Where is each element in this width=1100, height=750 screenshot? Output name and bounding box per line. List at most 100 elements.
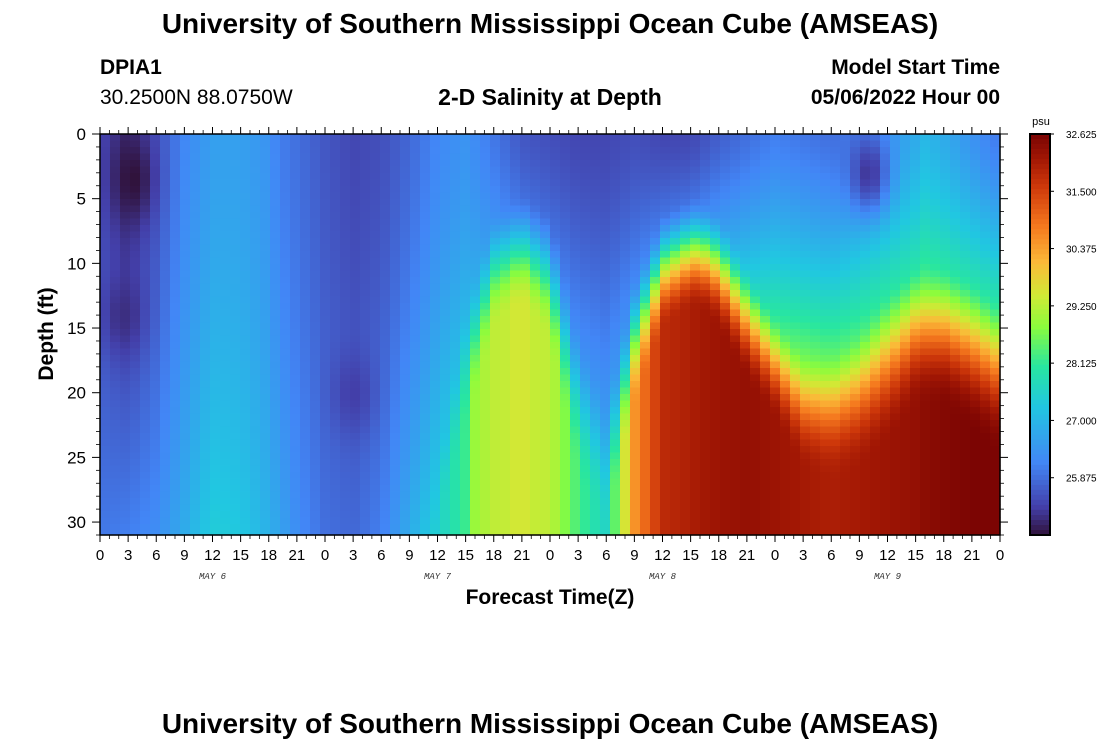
- heatmap-cell: [520, 524, 531, 532]
- heatmap-cell: [800, 316, 811, 324]
- heatmap-cell: [700, 290, 711, 298]
- heatmap-cell: [480, 134, 491, 142]
- heatmap-cell: [430, 472, 441, 480]
- heatmap-cell: [370, 465, 381, 473]
- heatmap-cell: [750, 186, 761, 194]
- heatmap-cell: [610, 355, 621, 363]
- heatmap-cell: [760, 186, 771, 194]
- heatmap-cell: [160, 238, 171, 246]
- heatmap-cell: [560, 530, 571, 536]
- heatmap-cell: [650, 296, 661, 304]
- heatmap-cell: [790, 498, 801, 506]
- heatmap-cell: [310, 225, 321, 233]
- heatmap-cell: [470, 257, 481, 265]
- heatmap-cell: [470, 277, 481, 285]
- heatmap-cell: [710, 231, 721, 239]
- heatmap-cell: [250, 218, 261, 226]
- heatmap-cell: [690, 439, 701, 447]
- heatmap-cell: [700, 277, 711, 285]
- heatmap-cell: [150, 374, 161, 382]
- heatmap-cell: [280, 368, 291, 376]
- heatmap-cell: [290, 387, 301, 395]
- heatmap-cell: [310, 465, 321, 473]
- heatmap-cell: [260, 426, 271, 434]
- heatmap-cell: [220, 251, 231, 259]
- heatmap-cell: [510, 316, 521, 324]
- heatmap-cell: [200, 342, 211, 350]
- heatmap-cell: [130, 342, 141, 350]
- heatmap-cell: [220, 147, 231, 155]
- heatmap-cell: [360, 153, 371, 161]
- heatmap-cell: [250, 322, 261, 330]
- heatmap-cell: [510, 348, 521, 356]
- heatmap-cell: [570, 283, 581, 291]
- heatmap-cell: [770, 491, 781, 499]
- heatmap-cell: [670, 400, 681, 408]
- heatmap-cell: [160, 329, 171, 337]
- heatmap-cell: [150, 238, 161, 246]
- heatmap-cell: [320, 179, 331, 187]
- heatmap-cell: [840, 524, 851, 532]
- heatmap-cell: [710, 160, 721, 168]
- heatmap-cell: [440, 446, 451, 454]
- heatmap-cell: [370, 498, 381, 506]
- heatmap-cell: [760, 498, 771, 506]
- heatmap-cell: [840, 238, 851, 246]
- heatmap-cell: [880, 426, 891, 434]
- heatmap-cell: [280, 420, 291, 428]
- heatmap-cell: [110, 322, 121, 330]
- heatmap-cell: [570, 374, 581, 382]
- heatmap-cell: [300, 368, 311, 376]
- heatmap-cell: [360, 251, 371, 259]
- heatmap-cell: [530, 459, 541, 467]
- heatmap-cell: [880, 244, 891, 252]
- heatmap-cell: [480, 439, 491, 447]
- heatmap-cell: [540, 491, 551, 499]
- heatmap-cell: [270, 290, 281, 298]
- heatmap-cell: [530, 309, 541, 317]
- heatmap-cell: [160, 199, 171, 207]
- heatmap-cell: [170, 446, 181, 454]
- heatmap-cell: [650, 504, 661, 512]
- heatmap-cell: [610, 524, 621, 532]
- heatmap-cell: [780, 342, 791, 350]
- heatmap-cell: [530, 452, 541, 460]
- heatmap-cell: [360, 225, 371, 233]
- heatmap-cell: [330, 322, 341, 330]
- heatmap-cell: [770, 465, 781, 473]
- heatmap-cell: [200, 277, 211, 285]
- heatmap-cell: [610, 381, 621, 389]
- heatmap-cell: [160, 134, 171, 142]
- heatmap-cell: [850, 218, 861, 226]
- heatmap-cell: [390, 478, 401, 486]
- heatmap-cell: [200, 465, 211, 473]
- heatmap-cell: [520, 387, 531, 395]
- heatmap-cell: [880, 166, 891, 174]
- heatmap-cell: [310, 264, 321, 272]
- heatmap-cell: [630, 296, 641, 304]
- heatmap-cell: [620, 426, 631, 434]
- heatmap-cell: [820, 524, 831, 532]
- heatmap-cell: [740, 361, 751, 369]
- heatmap-cell: [610, 335, 621, 343]
- heatmap-cell: [860, 348, 871, 356]
- heatmap-cell: [490, 511, 501, 519]
- heatmap-cell: [530, 140, 541, 148]
- heatmap-cell: [820, 413, 831, 421]
- heatmap-cell: [360, 166, 371, 174]
- heatmap-cell: [460, 478, 471, 486]
- heatmap-cell: [750, 407, 761, 415]
- heatmap-cell: [640, 264, 651, 272]
- heatmap-cell: [240, 303, 251, 311]
- heatmap-cell: [210, 400, 221, 408]
- heatmap-cell: [360, 277, 371, 285]
- heatmap-cell: [720, 277, 731, 285]
- heatmap-cell: [890, 173, 901, 181]
- heatmap-cell: [320, 361, 331, 369]
- heatmap-cell: [740, 524, 751, 532]
- heatmap-cell: [390, 413, 401, 421]
- heatmap-cell: [880, 290, 891, 298]
- heatmap-cell: [560, 329, 571, 337]
- heatmap-cell: [380, 498, 391, 506]
- heatmap-cell: [670, 147, 681, 155]
